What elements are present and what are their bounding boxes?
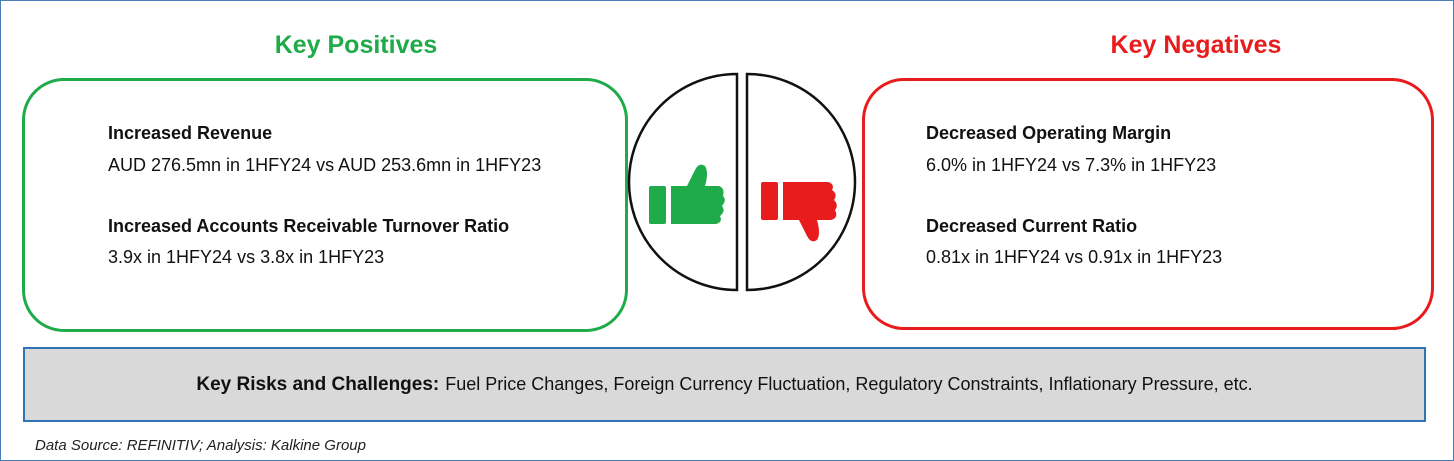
thumbs-down xyxy=(761,182,837,242)
left-half xyxy=(627,72,739,292)
risks-text: Fuel Price Changes, Foreign Currency Flu… xyxy=(445,374,1253,394)
item-detail: AUD 276.5mn in 1HFY24 vs AUD 253.6mn in … xyxy=(108,155,542,175)
item-heading: Increased Accounts Receivable Turnover R… xyxy=(108,216,510,236)
risks-box: Key Risks and Challenges: Fuel Price Cha… xyxy=(23,347,1426,422)
thumbs-up xyxy=(649,164,725,224)
positives-title: Key Positives xyxy=(274,31,438,59)
item-heading: Increased Revenue xyxy=(108,123,273,143)
negatives-box xyxy=(862,78,1434,330)
footer: Data Source: REFINITIV; Analysis: Kalkin… xyxy=(35,437,366,454)
item-detail: 0.81x in 1HFY24 vs 0.91x in 1HFY23 xyxy=(926,247,1223,267)
thumbs-icon xyxy=(627,72,857,292)
negatives-title: Key Negatives xyxy=(1110,31,1282,59)
positives-box xyxy=(22,78,628,332)
risks-label: Key Risks and Challenges: xyxy=(196,373,440,395)
item-detail: 3.9x in 1HFY24 vs 3.8x in 1HFY23 xyxy=(108,247,385,267)
item-detail: 6.0% in 1HFY24 vs 7.3% in 1HFY23 xyxy=(926,155,1217,175)
item-heading: Decreased Operating Margin xyxy=(926,123,1172,143)
item-heading: Decreased Current Ratio xyxy=(926,216,1138,236)
